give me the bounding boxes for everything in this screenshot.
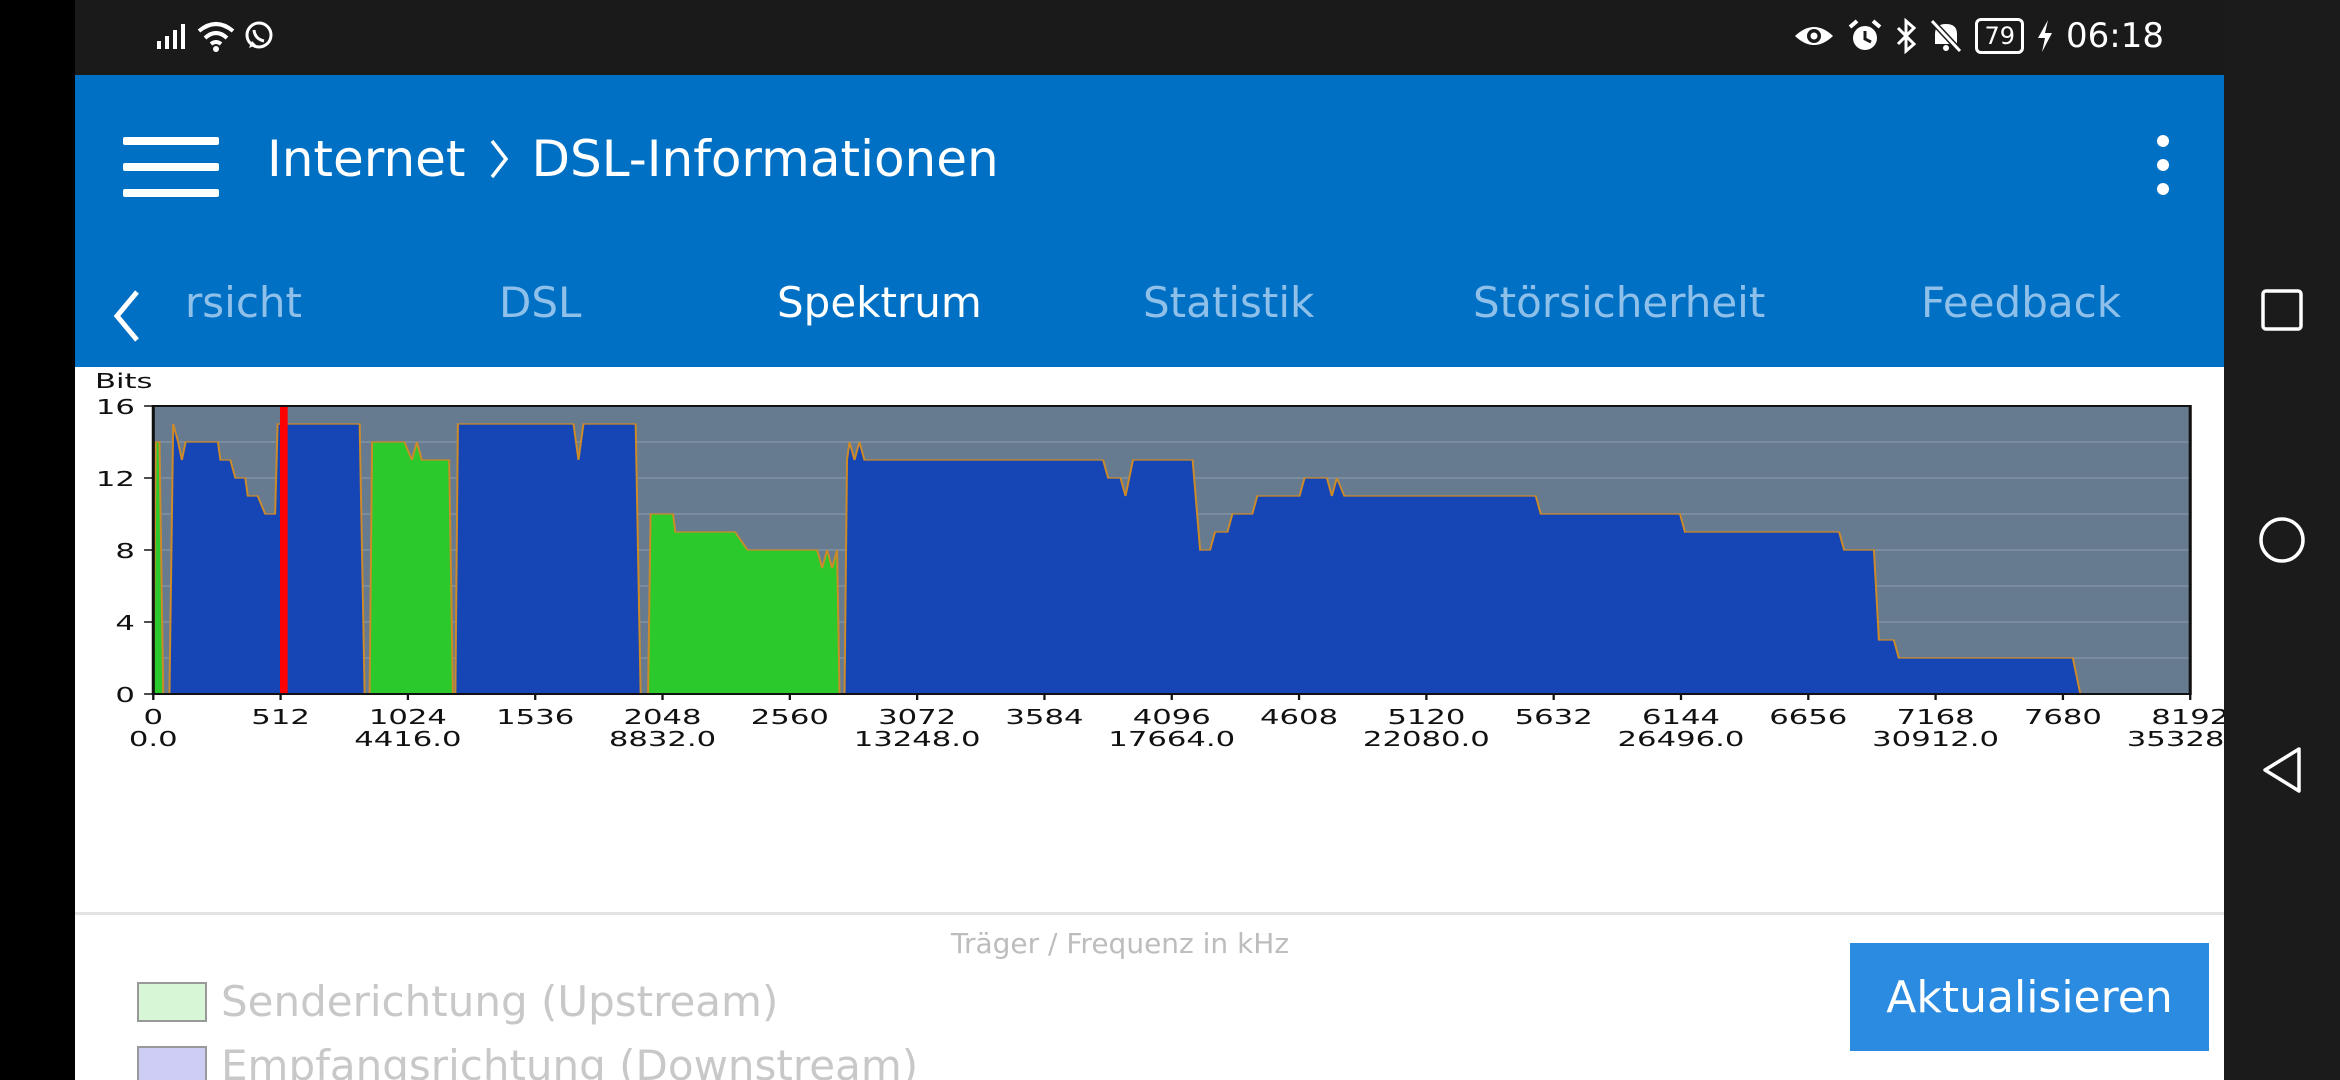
x-tick-label: 5120 xyxy=(1387,706,1465,729)
alarm-icon xyxy=(1849,19,1882,50)
x-tick-label: 3072 xyxy=(878,706,956,729)
spectrum-chart: 0 4 8 12 16 Bits 0 512 1024 1536 2048 2560 3072 3584 4… xyxy=(95,370,2224,751)
x-tick-label: 0 xyxy=(144,706,164,729)
x-tick-label: 8192 xyxy=(2151,706,2224,729)
recent-apps-button[interactable] xyxy=(2252,280,2312,340)
wifi-icon xyxy=(197,22,235,52)
x-frequency-label: 4416.0 xyxy=(354,728,461,751)
status-bar: 79 06:18 xyxy=(75,0,2224,75)
spectrum-content: 0 4 8 12 16 Bits 0 512 1024 1536 2048 2560 3072 3584 4… xyxy=(75,367,2224,1080)
chevron-right-icon xyxy=(490,139,508,179)
y-tick-label: 16 xyxy=(96,396,135,419)
x-tick-label: 1024 xyxy=(369,706,447,729)
square-icon xyxy=(2261,289,2303,331)
x-frequency-label: 35328.0 xyxy=(2127,728,2224,751)
chevron-left-icon[interactable] xyxy=(111,286,143,346)
x-tick-label: 2048 xyxy=(623,706,701,729)
tab-uebersicht[interactable]: rsicht xyxy=(185,278,302,327)
tab-feedback[interactable]: Feedback xyxy=(1921,278,2122,327)
app-bar: Internet DSL-Informationen rsicht DSL Sp… xyxy=(75,75,2224,434)
marker-line xyxy=(279,406,288,694)
breadcrumb: Internet DSL-Informationen xyxy=(267,130,999,188)
x-frequency-label: 17664.0 xyxy=(1108,728,1235,751)
screen-left-gutter xyxy=(0,0,75,1080)
status-left-icons xyxy=(155,20,275,52)
back-button[interactable] xyxy=(2252,740,2312,800)
upstream-area xyxy=(647,513,841,695)
mute-icon xyxy=(1930,18,1963,54)
x-frequency-label: 8832.0 xyxy=(609,728,716,751)
more-options-icon[interactable] xyxy=(2152,135,2172,195)
x-frequency-label: 26496.0 xyxy=(1618,728,1745,751)
home-button[interactable] xyxy=(2252,510,2312,570)
charging-icon xyxy=(2038,20,2053,52)
breadcrumb-internet[interactable]: Internet xyxy=(267,130,466,188)
x-tick-label: 3584 xyxy=(1005,706,1083,729)
x-tick-label: 6656 xyxy=(1769,706,1847,729)
eye-icon xyxy=(1795,27,1834,45)
triangle-back-icon xyxy=(2263,747,2301,793)
legend-item-upstream: Senderichtung (Upstream) xyxy=(137,977,778,1026)
x-frequency-label: 0.0 xyxy=(129,728,178,751)
app-window: 79 06:18 Internet DSL-Informationen rsic… xyxy=(75,0,2224,1080)
downstream-area xyxy=(843,441,2082,695)
x-axis-title: Träger / Frequenz in kHz xyxy=(950,927,1290,960)
x-tick-label: 2560 xyxy=(751,706,829,729)
x-frequency-label: 13248.0 xyxy=(854,728,981,751)
bluetooth-icon xyxy=(1897,18,1917,54)
upstream-area xyxy=(368,441,454,695)
legend-swatch-upstream xyxy=(137,981,207,1022)
tab-dsl[interactable]: DSL xyxy=(499,278,582,327)
whatsapp-icon xyxy=(245,21,273,49)
battery-icon: 79 xyxy=(1975,18,2025,54)
y-axis-label: Bits xyxy=(95,370,153,393)
x-frequency-label: 22080.0 xyxy=(1363,728,1490,751)
tab-spektrum[interactable]: Spektrum xyxy=(777,278,982,327)
tab-statistik[interactable]: Statistik xyxy=(1143,278,1315,327)
menu-icon[interactable] xyxy=(123,127,223,203)
signal-icon xyxy=(157,24,185,49)
legend-swatch-downstream xyxy=(137,1045,207,1080)
system-nav-bar xyxy=(2224,0,2340,1080)
x-tick-label: 6144 xyxy=(1642,706,1720,729)
downstream-area xyxy=(168,423,366,695)
y-tick-label: 0 xyxy=(115,684,135,707)
x-tick-label: 5632 xyxy=(1515,706,1593,729)
x-tick-label: 512 xyxy=(251,706,310,729)
x-tick-label: 1536 xyxy=(496,706,574,729)
legend-item-downstream: Empfangsrichtung (Downstream) xyxy=(137,1041,918,1080)
footer-divider xyxy=(75,912,2224,915)
legend-label-downstream: Empfangsrichtung (Downstream) xyxy=(221,1041,919,1080)
status-right-icons: 79 06:18 xyxy=(1793,16,2164,56)
x-tick-label: 4608 xyxy=(1260,706,1338,729)
circle-icon xyxy=(2259,517,2305,563)
downstream-area xyxy=(454,423,642,695)
tab-stoersicherheit[interactable]: Störsicherheit xyxy=(1473,278,1766,327)
x-tick-label: 4096 xyxy=(1133,706,1211,729)
status-time: 06:18 xyxy=(2066,16,2164,56)
page-title: DSL-Informationen xyxy=(531,130,999,188)
y-tick-label: 4 xyxy=(115,612,135,635)
y-tick-label: 12 xyxy=(96,468,135,491)
x-tick-label: 7680 xyxy=(2024,706,2102,729)
y-tick-label: 8 xyxy=(115,540,135,563)
tab-bar: rsicht DSL Spektrum Statistik Störsicher… xyxy=(75,258,2224,434)
x-tick-label: 7168 xyxy=(1897,706,1975,729)
legend-label-upstream: Senderichtung (Upstream) xyxy=(221,977,779,1026)
refresh-button[interactable]: Aktualisieren xyxy=(1850,943,2209,1051)
x-frequency-label: 30912.0 xyxy=(1872,728,1999,751)
